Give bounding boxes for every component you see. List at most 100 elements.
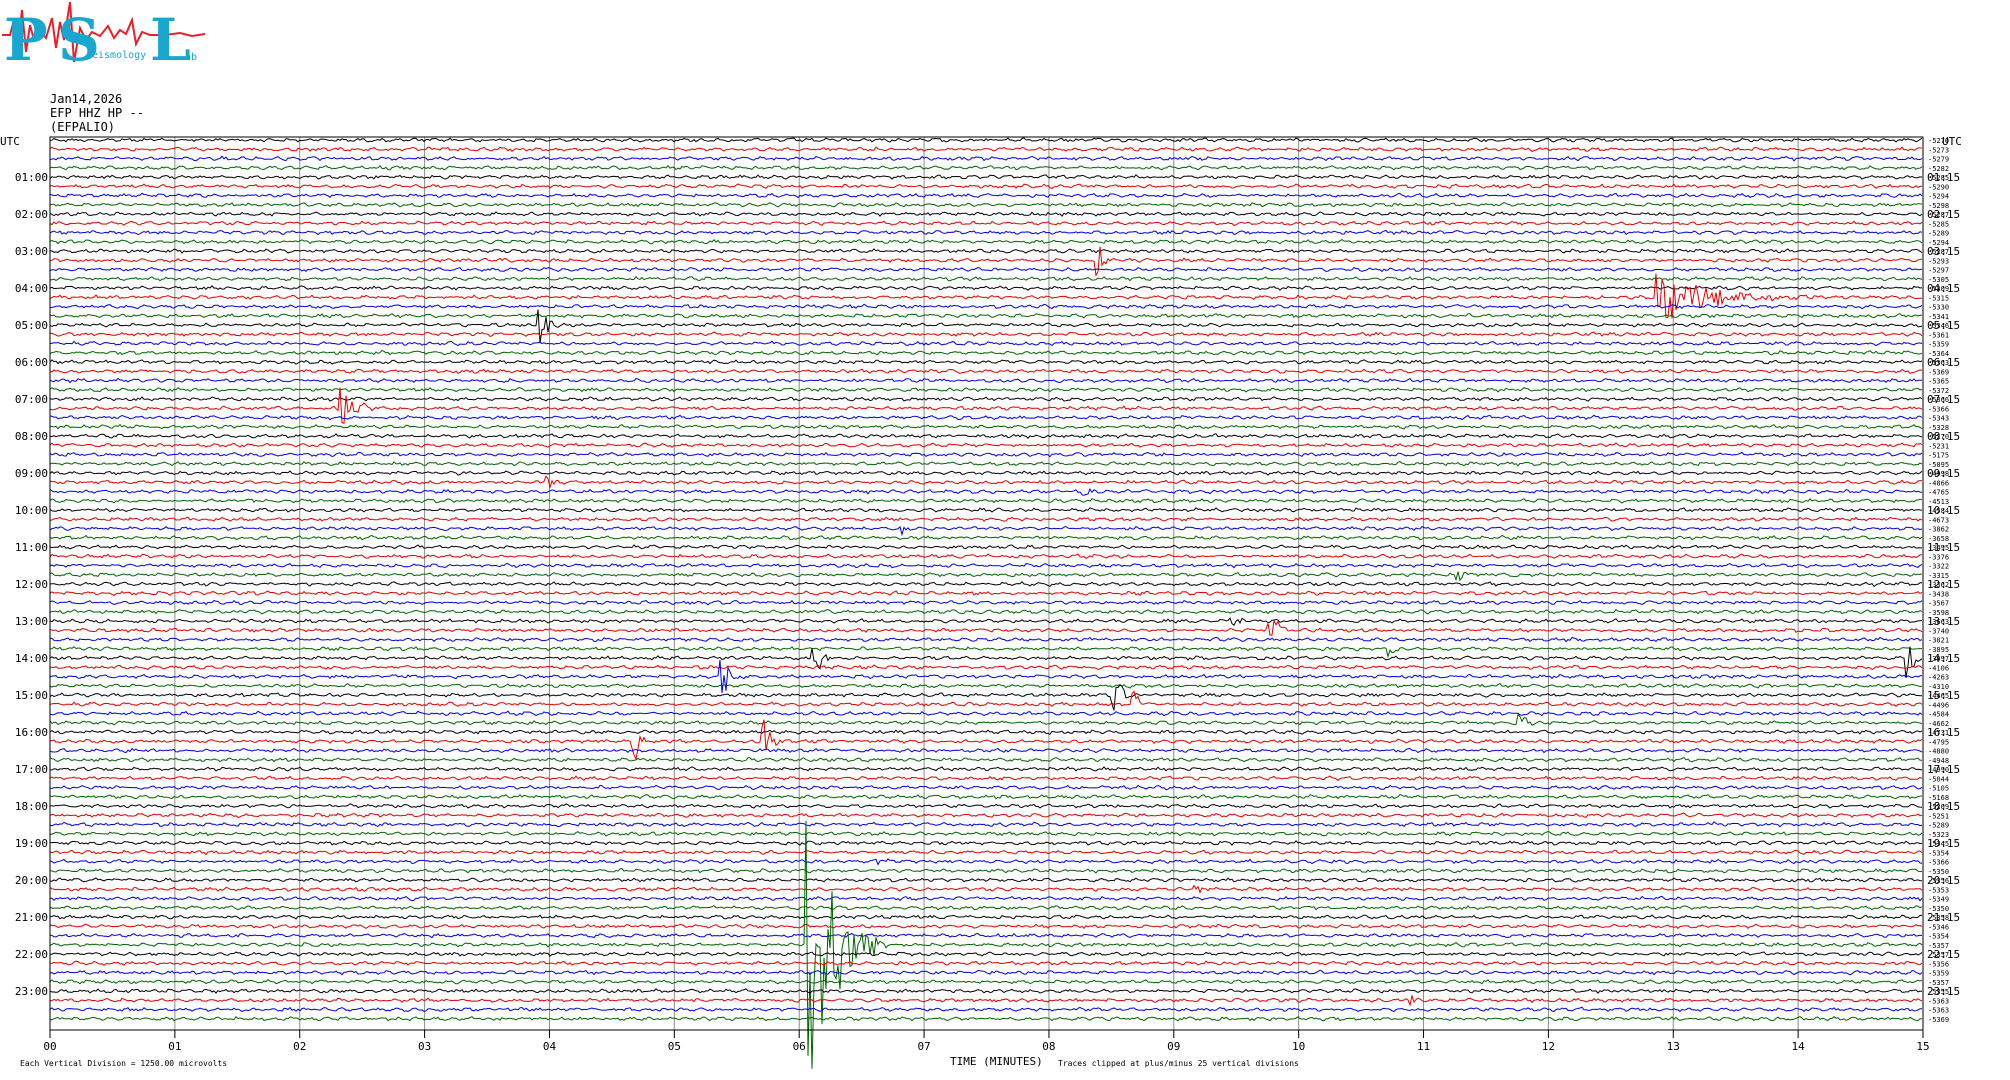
trace-line — [49, 396, 1923, 402]
trace-line — [49, 979, 1923, 985]
offset-label: -5355 — [1928, 988, 1949, 996]
hour-label-right: 20:15 — [1927, 874, 1960, 887]
offset-label: -5315 — [1928, 294, 1949, 302]
trace-line — [49, 146, 1923, 152]
offset-label: -5345 — [1928, 840, 1949, 848]
station-name: (EFPALIO) — [50, 120, 115, 134]
offset-label: -5330 — [1928, 304, 1949, 312]
trace-line — [49, 858, 1923, 866]
hour-label-left: 20:00 — [15, 874, 48, 887]
offset-label: -3322 — [1928, 563, 1949, 571]
trace-line — [49, 229, 1923, 236]
offset-label: -5309 — [1928, 285, 1949, 293]
trace-line — [49, 303, 1923, 310]
trace-line — [49, 349, 1923, 356]
trace-line — [49, 202, 1923, 208]
offset-label: -4310 — [1928, 683, 1949, 691]
offset-label: -5298 — [1928, 202, 1949, 210]
trace-line — [49, 313, 1923, 319]
offset-label: -4496 — [1928, 701, 1949, 709]
trace-line — [49, 192, 1923, 199]
hour-label-right: 23:15 — [1927, 985, 1960, 998]
offset-label: -5285 — [1928, 174, 1949, 182]
hour-label-right: 18:15 — [1927, 800, 1960, 813]
trace-line — [49, 713, 1923, 726]
trace-line — [49, 617, 1923, 626]
offset-label: -5365 — [1928, 378, 1949, 386]
trace-line — [49, 993, 1923, 1007]
offset-label: -5361 — [1928, 331, 1949, 339]
trace-line — [49, 544, 1922, 550]
trace-line — [49, 581, 1922, 588]
trace-line — [49, 275, 1923, 282]
trace-line — [49, 590, 1923, 596]
offset-label: -5372 — [1928, 387, 1949, 395]
offset-label: -5231 — [1928, 442, 1949, 450]
hour-label-left: 11:00 — [15, 541, 48, 554]
trace-line — [49, 729, 1923, 735]
offset-label: -5346 — [1928, 322, 1949, 330]
hour-label-left: 05:00 — [15, 319, 48, 332]
offset-label: -4948 — [1928, 757, 1949, 765]
offset-label: -5044 — [1928, 775, 1949, 783]
offset-label: -5305 — [1928, 276, 1949, 284]
offset-label: -5357 — [1928, 942, 1949, 950]
hour-label-right: 04:15 — [1927, 282, 1960, 295]
hour-label-left: 12:00 — [15, 578, 48, 591]
psl-logo: P S eismology L ab — [2, 1, 206, 74]
x-tick-label-12: 12 — [1542, 1040, 1555, 1053]
offset-label: -5359 — [1928, 970, 1949, 978]
hour-label-left: 22:00 — [15, 948, 48, 961]
hour-label-right: 22:15 — [1927, 948, 1960, 961]
offset-label: -5350 — [1928, 905, 1949, 913]
offset-label: -5356 — [1928, 877, 1949, 885]
offset-label: -3362 — [1928, 581, 1949, 589]
offset-label: -5358 — [1928, 914, 1949, 922]
offset-label: -5369 — [1928, 1016, 1949, 1024]
trace-line — [49, 646, 1923, 678]
hour-label-right: 12:15 — [1927, 578, 1960, 591]
hour-label-right: 10:15 — [1927, 504, 1960, 517]
trace-line — [49, 821, 1923, 828]
trace-line — [49, 461, 1923, 467]
trace-line — [49, 793, 1923, 800]
offset-label: -5350 — [1928, 868, 1949, 876]
hour-label-left: 15:00 — [15, 689, 48, 702]
offset-label: -5349 — [1928, 896, 1949, 904]
hour-label-left: 16:00 — [15, 726, 48, 739]
hour-label-right: 03:15 — [1927, 245, 1960, 258]
trace-line — [50, 840, 1923, 846]
record-date: Jan14,2026 — [50, 92, 122, 106]
offset-label: -3567 — [1928, 600, 1949, 608]
hour-label-left: 18:00 — [15, 800, 48, 813]
offset-label: -5359 — [1928, 341, 1949, 349]
offset-label: -4662 — [1928, 720, 1949, 728]
trace-line — [49, 507, 1923, 513]
offset-label: -3862 — [1928, 526, 1949, 534]
offset-label: -5175 — [1928, 452, 1949, 460]
trace-line — [49, 470, 1923, 476]
offset-label: -4866 — [1928, 479, 1949, 487]
hour-label-left: 09:00 — [15, 467, 48, 480]
trace-line — [49, 784, 1923, 791]
offset-label: -5363 — [1928, 1007, 1949, 1015]
trace-line — [49, 618, 1923, 636]
trace-line — [49, 183, 1923, 190]
trace-line — [49, 877, 1923, 883]
offset-label: -4998 — [1928, 470, 1949, 478]
trace-line — [49, 137, 1923, 143]
trace-line — [49, 914, 1923, 920]
trace-line — [49, 849, 1923, 856]
trace-line — [49, 988, 1923, 994]
hour-label-left: 23:00 — [15, 985, 48, 998]
logo-subtitle-lab: ab — [185, 52, 197, 63]
offset-label: -5354 — [1928, 849, 1949, 857]
trace-line — [49, 377, 1922, 384]
hour-label-right: 02:15 — [1927, 208, 1960, 221]
hour-label-right: 01:15 — [1927, 171, 1960, 184]
trace-line — [49, 155, 1923, 162]
offset-label: -5270 — [1928, 433, 1949, 441]
trace-line — [49, 387, 1923, 393]
offset-label: -5323 — [1928, 831, 1949, 839]
offset-label: -5366 — [1928, 405, 1949, 413]
